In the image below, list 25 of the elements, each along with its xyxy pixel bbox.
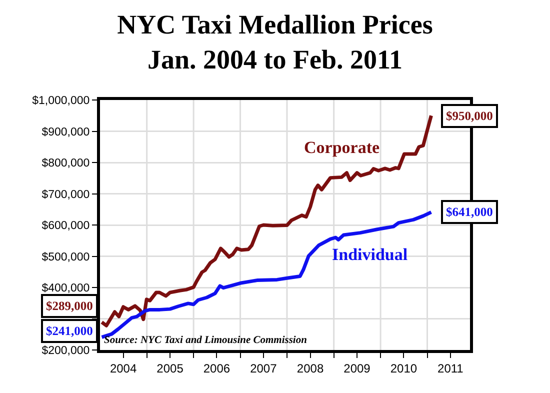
y-tick-label: $600,000 xyxy=(42,220,90,232)
y-tick-label: $1,000,000 xyxy=(32,95,90,108)
chart-title: NYC Taxi Medallion Prices Jan. 2004 to Feb. 2011 xyxy=(117,9,433,75)
annotation: $241,000 xyxy=(46,324,93,338)
x-tick-label: 2010 xyxy=(390,361,418,376)
y-tick-label: $200,000 xyxy=(42,345,90,358)
y-tick-label: $700,000 xyxy=(42,188,90,201)
annotation: $950,000 xyxy=(446,109,493,123)
series-label: Individual xyxy=(332,245,408,264)
x-tick-label: 2004 xyxy=(110,361,137,376)
y-tick-label: $500,000 xyxy=(42,251,90,264)
annotation: $641,000 xyxy=(446,205,493,219)
annotation: $289,000 xyxy=(46,299,93,313)
y-tick-label: $400,000 xyxy=(42,282,90,295)
series-label: Corporate xyxy=(304,138,380,157)
x-tick-label: 2006 xyxy=(203,361,230,376)
y-tick-label: $800,000 xyxy=(42,158,90,170)
x-tick-label: 2009 xyxy=(344,361,371,376)
x-tick-label: 2008 xyxy=(296,361,324,376)
y-tick-label: $900,000 xyxy=(42,126,90,138)
annotation: Source: NYC Taxi and Limousine Commission xyxy=(104,335,308,346)
line-series xyxy=(100,114,433,328)
x-tick-label: 2005 xyxy=(156,361,184,376)
x-tick-label: 2011 xyxy=(438,361,464,376)
x-tick-label: 2007 xyxy=(250,361,278,376)
